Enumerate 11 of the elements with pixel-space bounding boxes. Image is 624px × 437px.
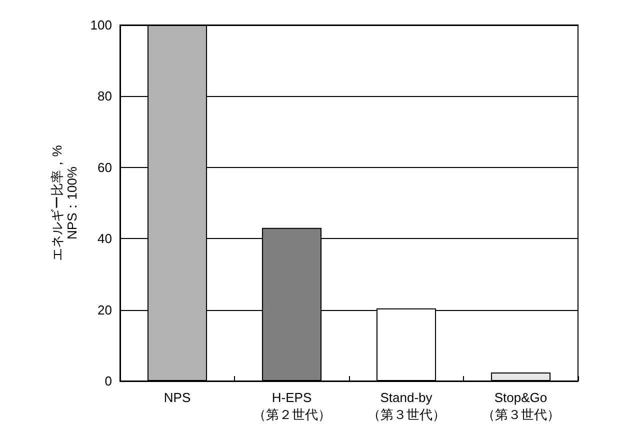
x-tick-label: NPS (164, 390, 191, 405)
y-tick-label: 40 (98, 231, 112, 246)
x-tick-label: Stop&Go （第３世代） (482, 390, 560, 422)
x-tick-label: Stand-by （第３世代） (367, 390, 446, 422)
y-axis-title: エネルギー比率，% NPS：100% (49, 144, 80, 261)
y-tick-label: 0 (104, 374, 112, 388)
y-tick-label: 100 (90, 18, 112, 32)
y-tick-label: 60 (98, 160, 112, 175)
x-tick-label: H-EPS （第２世代） (252, 390, 331, 422)
y-tick-label: 80 (98, 88, 112, 104)
y-tick-label: 20 (98, 302, 112, 318)
